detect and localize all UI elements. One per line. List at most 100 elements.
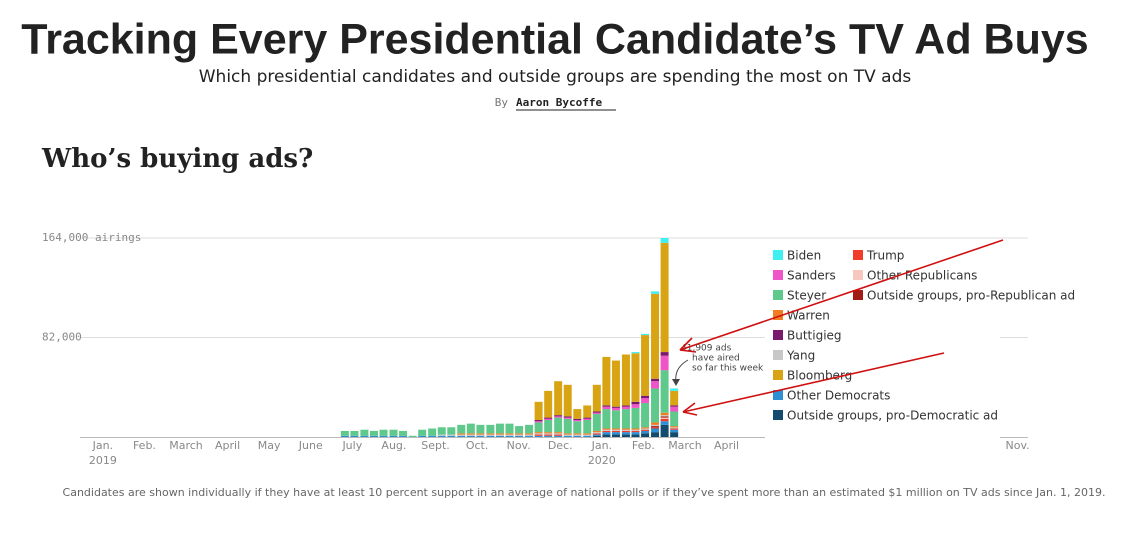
bar-segment	[544, 432, 553, 434]
bar-segment	[651, 428, 660, 433]
bar-segment	[495, 434, 504, 436]
bar-segment	[554, 433, 563, 435]
legend-swatch	[773, 370, 783, 380]
bar-segment	[495, 423, 504, 434]
bar-segment	[544, 417, 553, 419]
footnote: Candidates are shown individually if the…	[63, 486, 1106, 499]
bar-segment	[350, 435, 359, 437]
bar-segment	[641, 430, 650, 434]
bar-segment	[573, 409, 582, 419]
bar-segment	[534, 434, 543, 436]
bar-segment	[428, 428, 437, 436]
bar-segment	[631, 401, 640, 405]
bar-segment	[592, 411, 601, 413]
bar-segment	[670, 390, 679, 406]
bar-segment	[369, 430, 378, 436]
legend-swatch	[773, 410, 783, 420]
bar-segment	[573, 434, 582, 436]
bar-segment	[602, 430, 611, 433]
bar-segment	[544, 433, 553, 435]
legend-swatch	[773, 270, 783, 280]
annotation: so far this week	[692, 364, 764, 374]
legend-label: Steyer	[787, 289, 826, 303]
bar-segment	[457, 434, 466, 436]
bar-segment	[476, 434, 485, 436]
bar-segment	[631, 430, 640, 433]
bar-segment	[651, 432, 660, 437]
bar-segment	[660, 412, 669, 416]
bar-segment	[621, 428, 630, 430]
bar-segment	[611, 410, 620, 429]
bar-segment	[602, 409, 611, 429]
bar-segment	[554, 381, 563, 416]
red-arrow	[679, 239, 1004, 351]
bar-segment	[418, 429, 427, 436]
bar-segment	[670, 432, 679, 437]
bar-segment	[611, 407, 620, 411]
legend-swatch	[853, 290, 863, 300]
bar-segment	[525, 435, 534, 437]
bar-segment	[611, 360, 620, 407]
bar-segment	[534, 422, 543, 433]
bar-segment	[592, 434, 601, 436]
bar-segment	[573, 433, 582, 435]
bar-segment	[670, 411, 679, 427]
bar-segment	[476, 435, 485, 437]
bar-segment	[563, 433, 572, 435]
bar-segment	[621, 409, 630, 429]
y-tick-label: 82,000	[42, 331, 82, 344]
bar-segment	[476, 433, 485, 435]
bar-segment	[554, 435, 563, 437]
bar-segment	[457, 424, 466, 434]
bar-segment	[660, 418, 669, 422]
bar-segment	[651, 424, 660, 427]
bar-segment	[621, 429, 630, 431]
bar-segment	[651, 388, 660, 423]
bar-segment	[583, 420, 592, 434]
author[interactable]: Aaron Bycoffe	[516, 96, 602, 109]
legend-label: Sanders	[787, 269, 836, 283]
bar-segment	[505, 434, 514, 436]
x-tick-label: April	[714, 439, 739, 452]
legend-swatch	[773, 310, 783, 320]
bar-segment	[457, 435, 466, 437]
bar-segment	[563, 435, 572, 437]
x-tick-label: July	[341, 439, 362, 452]
bar-segment	[641, 335, 650, 396]
bar-segment	[418, 435, 427, 437]
bar-segment	[340, 430, 349, 436]
bar-segment	[660, 416, 669, 418]
bar-segment	[660, 417, 669, 419]
bar-segment	[631, 407, 640, 429]
bar-segment	[340, 435, 349, 437]
bar-segment	[583, 433, 592, 435]
bar-segment	[631, 428, 640, 430]
bar-segment	[505, 435, 514, 437]
annotation-arrowhead	[672, 379, 680, 386]
bar-segment	[611, 434, 620, 437]
bar-segment	[592, 430, 601, 433]
legend-swatch	[853, 250, 863, 260]
bar-segment	[486, 434, 495, 436]
bar-segment	[611, 429, 620, 431]
bar-segment	[592, 413, 601, 431]
bar-segment	[611, 428, 620, 430]
bar-segment	[660, 352, 669, 356]
bar-segment	[573, 420, 582, 422]
x-tick-label: Oct.	[466, 439, 489, 452]
bar-segment	[369, 435, 378, 437]
bar-segment	[544, 434, 553, 436]
bar-segment	[544, 435, 553, 437]
bar-segment	[651, 293, 660, 379]
bar-segment	[534, 420, 543, 422]
bar-segment	[447, 434, 456, 436]
bar-segment	[525, 424, 534, 434]
bar-segment	[660, 238, 669, 243]
bar-segment	[641, 427, 650, 429]
page-title: Tracking Every Presidential Candidate’s …	[21, 15, 1088, 63]
bar-segment	[670, 429, 679, 433]
bar-segment	[379, 429, 388, 436]
bar-segment	[573, 418, 582, 421]
x-tick-label: Feb.	[133, 439, 156, 452]
